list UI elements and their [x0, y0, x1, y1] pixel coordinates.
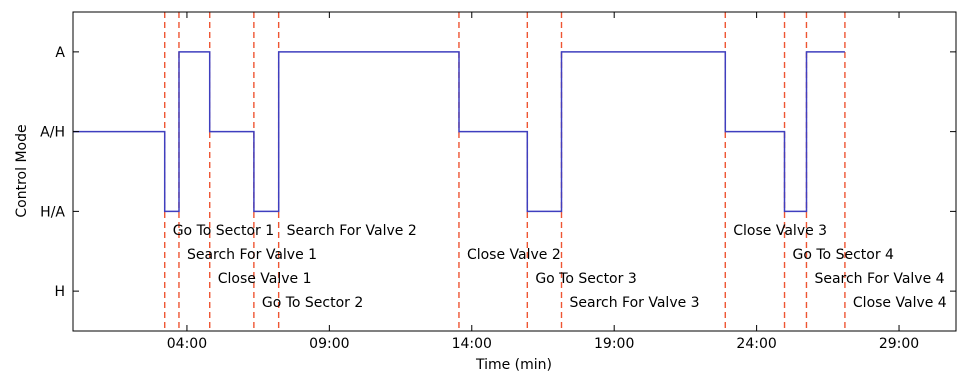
control-mode-series-1 — [73, 51, 845, 213]
event-label-9: Close Valve 3 — [733, 223, 827, 239]
y-axis-label: Control Mode — [14, 124, 30, 217]
x-tick-label-3: 14:00 — [452, 336, 492, 352]
event-label-4: Go To Sector 2 — [262, 295, 363, 311]
plot-frame — [72, 11, 957, 332]
y-tick-label-4: A — [55, 45, 65, 61]
event-label-8: Search For Valve 3 — [569, 295, 699, 311]
x-axis-label: Time (min) — [475, 357, 552, 373]
y-axis-ticks: H H/A A/H A — [40, 45, 956, 300]
event-label-1: Go To Sector 1 — [173, 223, 274, 239]
x-tick-label-5: 24:00 — [736, 336, 776, 352]
event-label-5: Search For Valve 2 — [287, 223, 417, 239]
event-label-3: Close Valve 1 — [218, 271, 312, 287]
x-tick-label-1: 04:00 — [167, 336, 207, 352]
event-label-2: Search For Valve 1 — [187, 247, 317, 263]
y-tick-label-3: A/H — [40, 125, 65, 141]
event-label-12: Close Valve 4 — [853, 295, 947, 311]
y-tick-label-2: H/A — [40, 204, 65, 220]
x-tick-label-2: 09:00 — [309, 336, 349, 352]
event-labels: Go To Sector 1 Search For Valve 1 Close Va… — [173, 223, 947, 311]
event-label-6: Close Valve 2 — [467, 247, 561, 263]
series-layer — [73, 51, 845, 213]
event-label-11: Search For Valve 4 — [814, 271, 944, 287]
event-label-7: Go To Sector 3 — [535, 271, 636, 287]
x-tick-label-4: 19:00 — [594, 336, 634, 352]
y-tick-label-1: H — [54, 284, 65, 300]
x-axis-ticks: 04:00 09:00 14:00 19:00 24:00 29:00 — [167, 12, 919, 352]
event-label-10: Go To Sector 4 — [793, 247, 895, 263]
x-tick-label-6: 29:00 — [879, 336, 919, 352]
